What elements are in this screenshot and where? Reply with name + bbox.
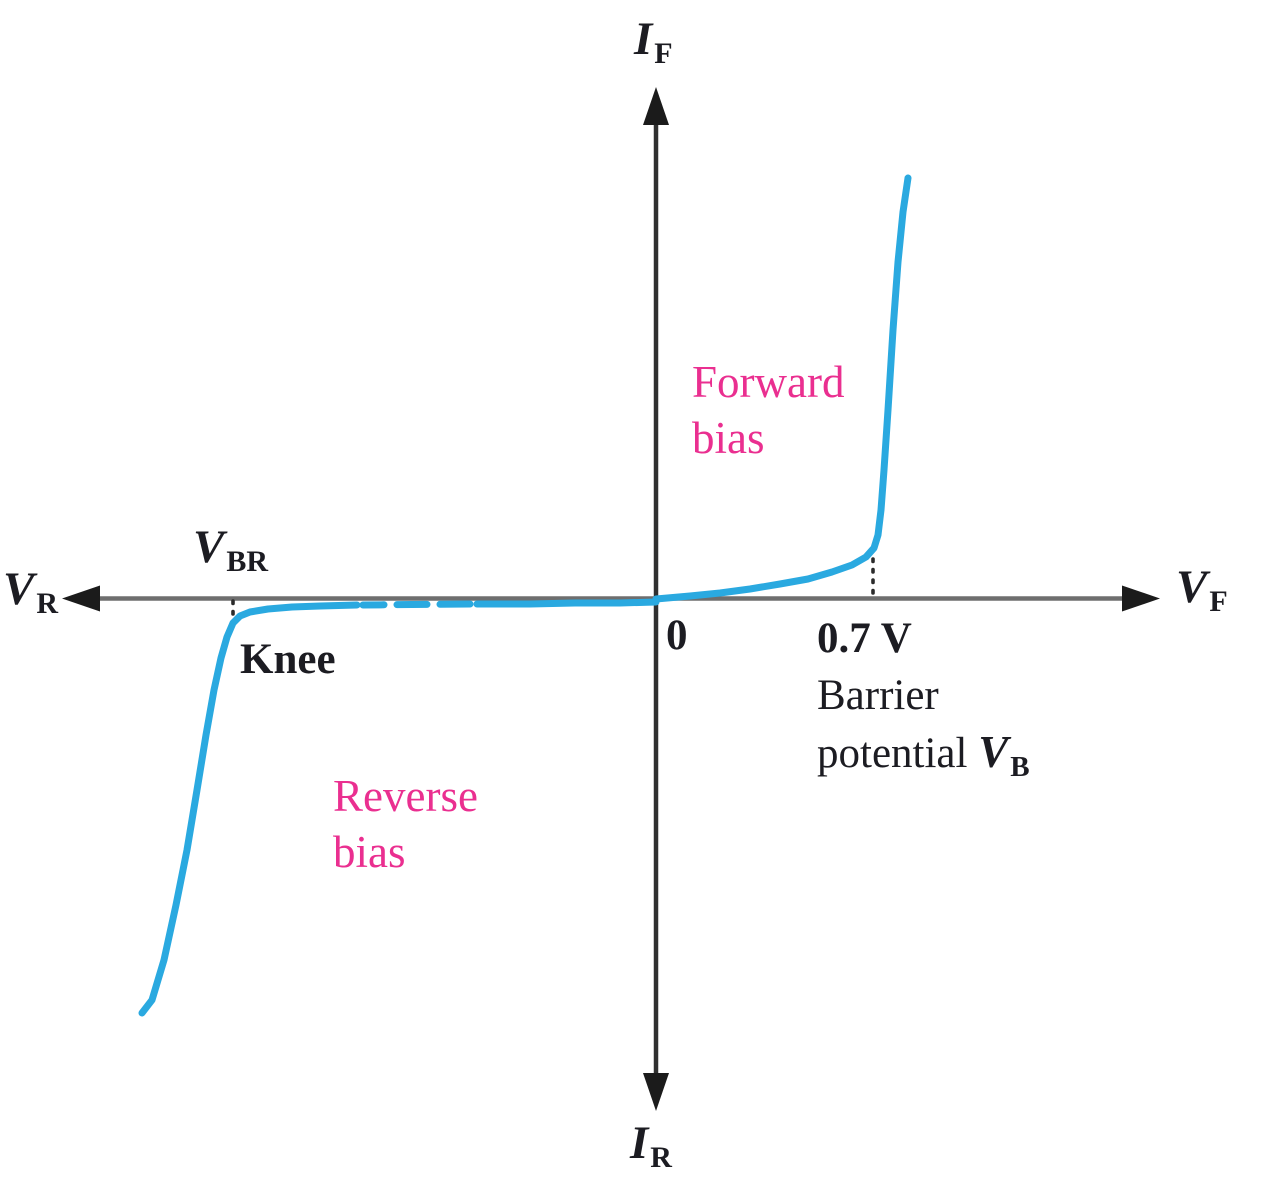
knee-label: Knee — [240, 636, 336, 683]
breakdown-voltage-base: V — [193, 521, 225, 573]
axis-label-ir-sub: R — [650, 1141, 672, 1174]
reverse-bias-line2: bias — [333, 827, 406, 877]
axis-label-ir: IR — [630, 1120, 672, 1173]
barrier-potential-word2-text: potential — [817, 730, 968, 777]
barrier-potential-var: VB — [978, 727, 1029, 783]
barrier-potential-word2: potential VB — [817, 724, 1030, 796]
forward-bias-line1: Forward — [692, 357, 845, 407]
barrier-potential-label: 0.7 V Barrier potential VB — [817, 610, 1030, 796]
axis-label-vf-sub: F — [1209, 585, 1228, 618]
reverse-bias-label: Reverse bias — [333, 768, 478, 880]
axis-label-vr-sub: R — [36, 587, 59, 620]
barrier-potential-var-base: V — [978, 727, 1009, 777]
reverse-bias-line1: Reverse — [333, 771, 478, 821]
origin-label: 0 — [666, 612, 688, 659]
axis-label-if: IF — [634, 16, 673, 69]
axis-label-if-sub: F — [654, 37, 673, 70]
axis-label-ir-base: I — [630, 1117, 649, 1169]
axis-label-vr-base: V — [3, 563, 35, 615]
barrier-potential-var-sub: B — [1010, 750, 1030, 783]
barrier-potential-value: 0.7 V — [817, 615, 912, 662]
axis-label-vf-base: V — [1176, 561, 1208, 613]
axis-label-if-base: I — [634, 13, 653, 65]
breakdown-voltage-label: VBR — [193, 524, 268, 577]
forward-bias-line2: bias — [692, 413, 765, 463]
axis-label-vr: VR — [3, 566, 58, 619]
breakdown-voltage-sub: BR — [226, 545, 269, 578]
forward-bias-label: Forward bias — [692, 354, 844, 466]
barrier-potential-word1: Barrier — [817, 672, 939, 719]
axis-label-vf: VF — [1176, 564, 1228, 617]
